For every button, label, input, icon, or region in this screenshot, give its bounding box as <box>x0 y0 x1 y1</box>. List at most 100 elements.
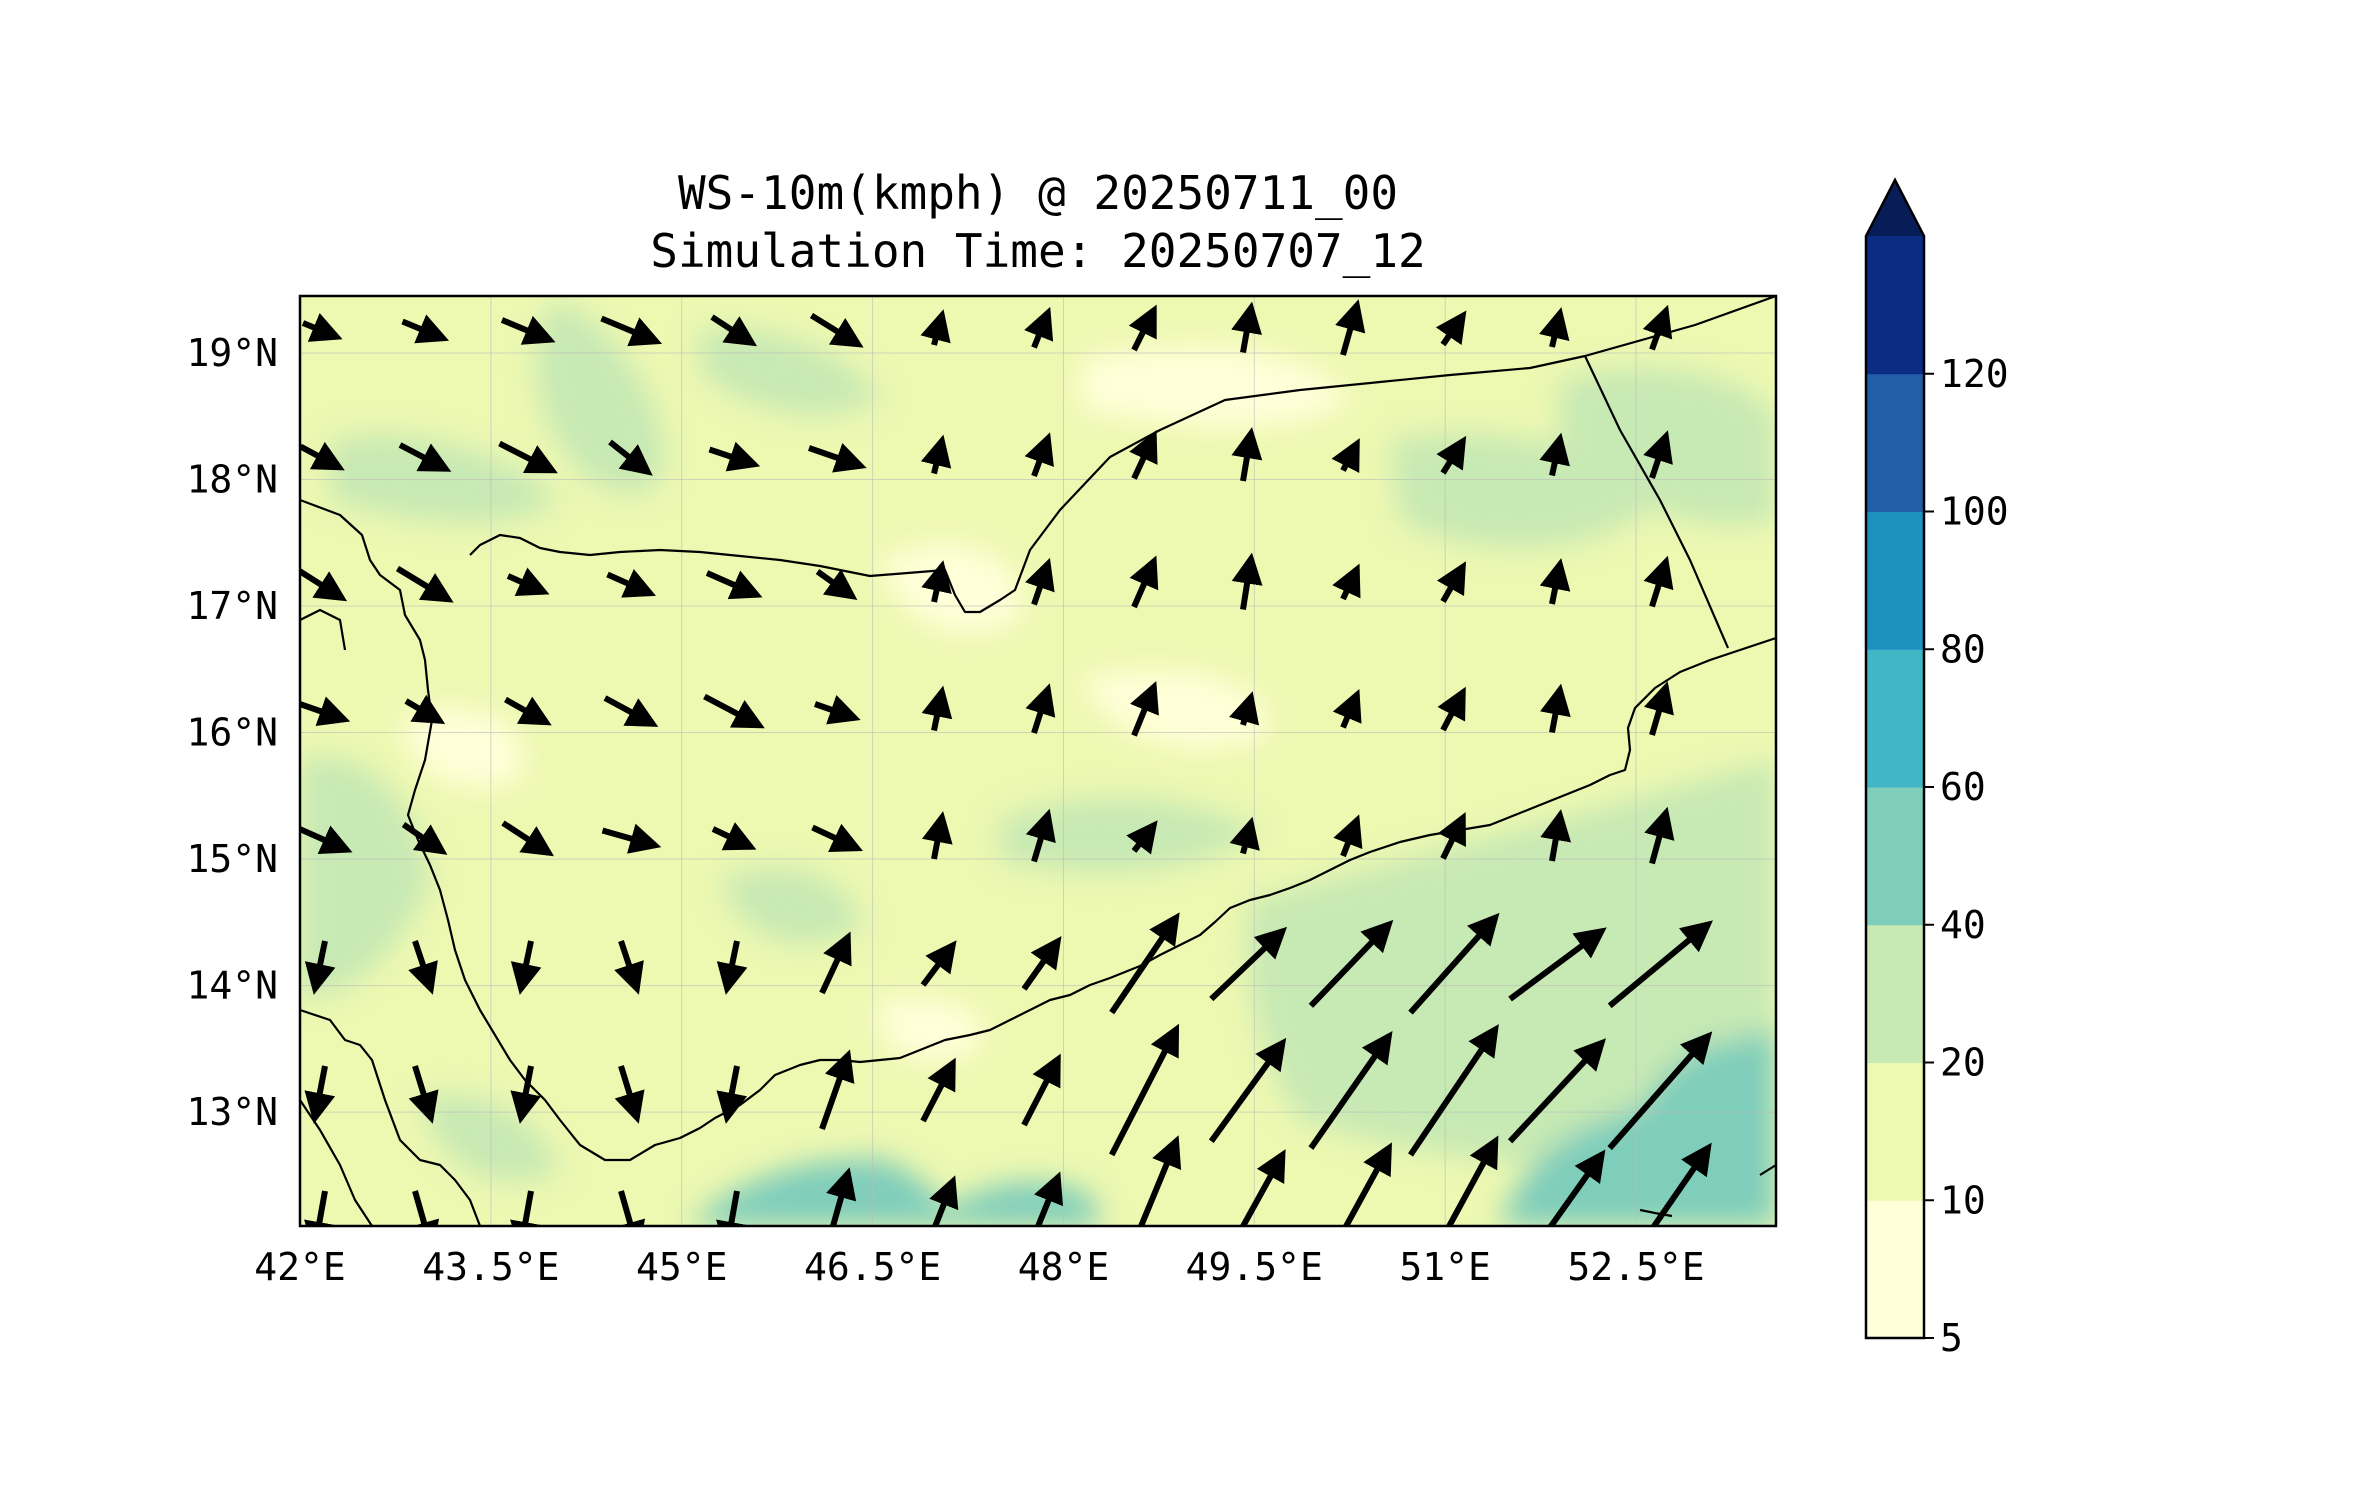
wind-vector <box>300 441 345 471</box>
x-tick-label: 45°E <box>636 1245 728 1289</box>
wind-vector <box>819 931 852 995</box>
wind-vector <box>1435 310 1467 347</box>
wind-vector <box>1539 307 1570 348</box>
wind-vector <box>408 1065 439 1124</box>
wind-vector <box>600 315 663 347</box>
wind-vector <box>498 440 558 474</box>
wind-vector <box>1335 299 1366 356</box>
contour-20-40 <box>420 1094 560 1182</box>
wind-vector <box>1650 1142 1712 1226</box>
wind-vector <box>1231 427 1263 482</box>
y-tick-label: 18°N <box>186 457 278 501</box>
wind-vector <box>510 1065 542 1124</box>
wind-vector <box>304 940 336 995</box>
wind-vector <box>304 1190 335 1226</box>
wind-vector <box>500 315 556 345</box>
y-tick-label: 15°N <box>186 837 278 881</box>
wind-vector <box>705 570 763 600</box>
country-border <box>469 296 1776 614</box>
colorbar-extend-triangle <box>1866 180 1924 236</box>
wind-vector <box>1239 1149 1286 1226</box>
colorbar-tick-label: 120 <box>1940 352 2009 396</box>
wind-vector <box>606 569 656 598</box>
wind-vector <box>1408 1024 1499 1157</box>
wind-vector <box>1643 681 1674 736</box>
wind-vector <box>1644 806 1675 865</box>
coastline-islands <box>300 608 347 651</box>
wind-vector <box>1021 936 1062 991</box>
wind-vector <box>401 314 450 344</box>
wind-vector <box>603 695 659 727</box>
colorbar-tick-label: 10 <box>1940 1178 1986 1222</box>
colorbar: 5 10 20 40 60 80 100 120 <box>1864 177 2009 1360</box>
wind-vector <box>1342 1142 1392 1226</box>
wind-vector <box>920 1057 956 1123</box>
wind-vector <box>1025 808 1056 863</box>
contour-5-10 <box>1080 345 1350 428</box>
colorbar-tick-label: 40 <box>1940 903 1986 947</box>
latitude-axis: 19°N 18°N 17°N 16°N 15°N 14°N 13°N <box>186 331 278 1134</box>
wind-vector <box>506 567 550 597</box>
x-tick-label: 51°E <box>1399 1245 1491 1289</box>
y-tick-label: 17°N <box>186 584 278 628</box>
y-tick-label: 13°N <box>186 1090 278 1134</box>
wind-vector <box>1128 304 1157 352</box>
wind-vector <box>1109 1023 1180 1157</box>
wind-vector <box>1034 1171 1064 1226</box>
wind-vector <box>1333 814 1363 858</box>
wind-vector <box>510 1190 541 1226</box>
wind-vector <box>304 1065 336 1124</box>
gridlines <box>300 296 1776 1226</box>
contour-20-40 <box>720 868 860 944</box>
colorbar-tick-label: 80 <box>1940 627 1986 671</box>
wind-vector <box>921 685 953 732</box>
colorbar-segment <box>1866 787 1924 926</box>
colorbar-segment <box>1866 649 1924 788</box>
wind-vector <box>608 439 653 476</box>
wind-vector <box>708 441 761 472</box>
x-tick-label: 42°E <box>254 1245 346 1289</box>
wind-vector <box>1332 688 1362 729</box>
colorbar-segment <box>1866 1200 1924 1339</box>
y-tick-label: 19°N <box>186 331 278 375</box>
wind-vector <box>1209 926 1288 1002</box>
wind-vector <box>510 940 542 995</box>
wind-vector <box>921 811 953 860</box>
wind-vector <box>920 940 957 987</box>
colorbar-segment <box>1866 373 1924 512</box>
wind-vector <box>1331 438 1360 474</box>
colorbar-tick-label: 60 <box>1940 765 1986 809</box>
contour-20-40 <box>700 328 880 415</box>
wind-vector <box>716 940 748 995</box>
wind-vector <box>710 314 758 347</box>
wind-vector <box>920 309 951 346</box>
wind-vector <box>826 1167 857 1226</box>
wind-vector <box>1024 306 1054 349</box>
wind-vector <box>1547 1149 1606 1226</box>
wind-vector <box>815 569 858 600</box>
contour-40-60 <box>690 1158 960 1226</box>
wind-vector <box>1308 919 1394 1008</box>
contour-5-10 <box>878 998 985 1062</box>
wind-vector <box>614 1065 645 1124</box>
map-panel <box>300 296 1776 1226</box>
wind-vector <box>409 1190 440 1226</box>
map-subtitle: Simulation Time: 20250707_12 <box>650 224 1426 278</box>
wind-vector <box>1540 683 1571 734</box>
colorbar-segment <box>1866 236 1924 375</box>
wind-vector <box>1642 304 1673 351</box>
wind-vector <box>929 1175 959 1226</box>
wind-vector <box>808 443 867 473</box>
colorbar-tick-label: 20 <box>1940 1041 1986 1085</box>
wind-vector <box>1129 430 1158 480</box>
wind-vector <box>615 1190 646 1226</box>
wind-vector <box>703 693 765 729</box>
wind-vector <box>920 434 952 475</box>
wind-vector <box>1508 927 1607 1002</box>
wind-vector <box>1126 820 1158 855</box>
wind-vector <box>1437 686 1466 732</box>
wind-vector <box>1540 809 1572 862</box>
wind-vector <box>716 1190 747 1226</box>
wind-vector <box>1408 912 1500 1015</box>
wind-vector <box>301 312 343 342</box>
